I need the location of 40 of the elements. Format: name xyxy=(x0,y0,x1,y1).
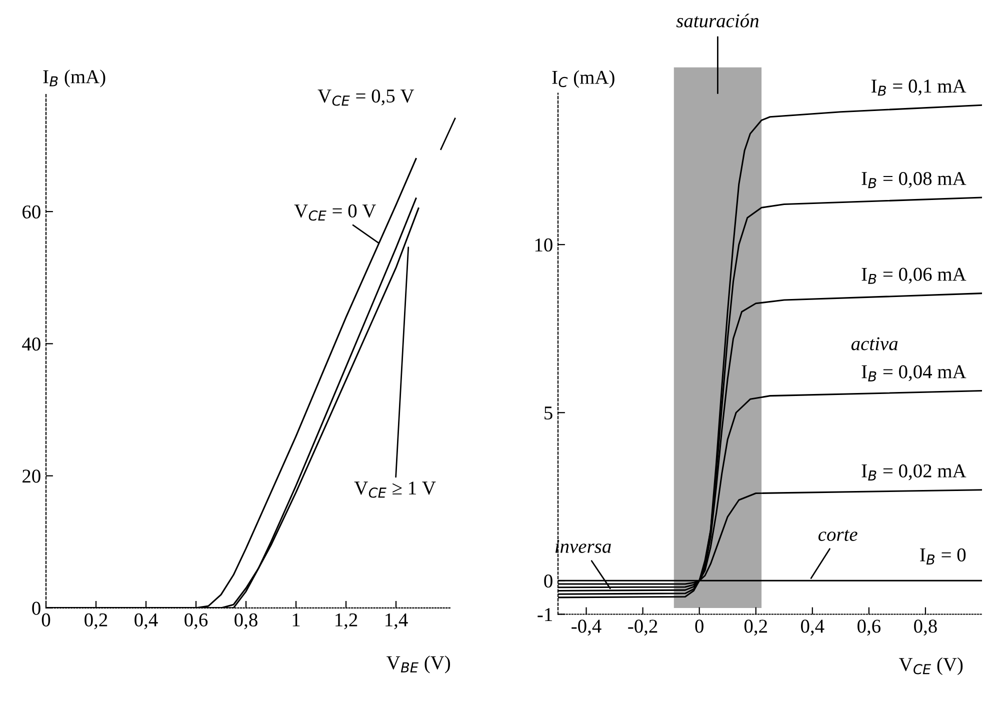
x-tick-label: 0,6 xyxy=(184,613,208,630)
y-tick-label: -1 xyxy=(538,608,552,621)
x-axis-title: V$_{BE}$ (V) xyxy=(386,656,450,674)
y-tick-label: 20 xyxy=(22,470,40,483)
x-tick-label: 1,2 xyxy=(336,613,358,630)
x-tick-label: 0,4 xyxy=(134,613,158,630)
series-label: I$_{B}$ = 0 xyxy=(920,548,966,564)
y-tick-label: 0 xyxy=(544,574,552,588)
annotation: activa xyxy=(851,337,898,350)
annotation: inversa xyxy=(555,540,611,553)
series-label: I$_{B}$ = 0,08 mA xyxy=(862,172,966,188)
series-label: I$_{B}$ = 0,06 mA xyxy=(862,268,966,284)
x-axis-title: V$_{CE}$ (V) xyxy=(898,657,963,676)
x-tick-label: 0,2 xyxy=(84,613,108,630)
y-tick-label: 5 xyxy=(544,406,552,420)
annotation: V$_{CE}$ = 0 V xyxy=(294,204,376,221)
y-axis-title: I$_{B}$ (mA) xyxy=(43,70,106,88)
x-tick-label: 0,6 xyxy=(858,620,881,636)
series-label: I$_{B}$ = 0,1 mA xyxy=(871,80,966,96)
y-axis-title: I$_{C}$ (mA) xyxy=(552,70,614,88)
x-tick-label: -0,2 xyxy=(628,620,658,636)
y-tick-label: 40 xyxy=(22,338,40,351)
x-tick-label: 0,8 xyxy=(234,613,258,630)
x-tick-label: -0,4 xyxy=(572,620,602,636)
x-tick-label: 0,8 xyxy=(914,620,937,636)
y-tick-label: 10 xyxy=(535,238,552,252)
x-tick-label: 0,4 xyxy=(800,620,824,636)
series-label: I$_{B}$ = 0,02 mA xyxy=(862,464,966,480)
annotation: V$_{CE}$ = 0,5 V xyxy=(318,89,414,106)
band-label: saturación xyxy=(676,14,758,28)
annotation: V$_{CE}$ ≥ 1 V xyxy=(354,482,436,498)
annotation: corte xyxy=(818,530,858,541)
x-tick-label: 0 xyxy=(695,620,704,633)
x-tick-label: 0 xyxy=(42,613,50,626)
y-tick-label: 60 xyxy=(22,205,40,219)
x-tick-label: 1 xyxy=(292,613,300,626)
y-tick-label: 0 xyxy=(32,602,40,615)
x-tick-label: 0,2 xyxy=(744,620,767,636)
series-label: I$_{B}$ = 0,04 mA xyxy=(862,365,966,382)
x-tick-label: 1,4 xyxy=(386,613,408,630)
